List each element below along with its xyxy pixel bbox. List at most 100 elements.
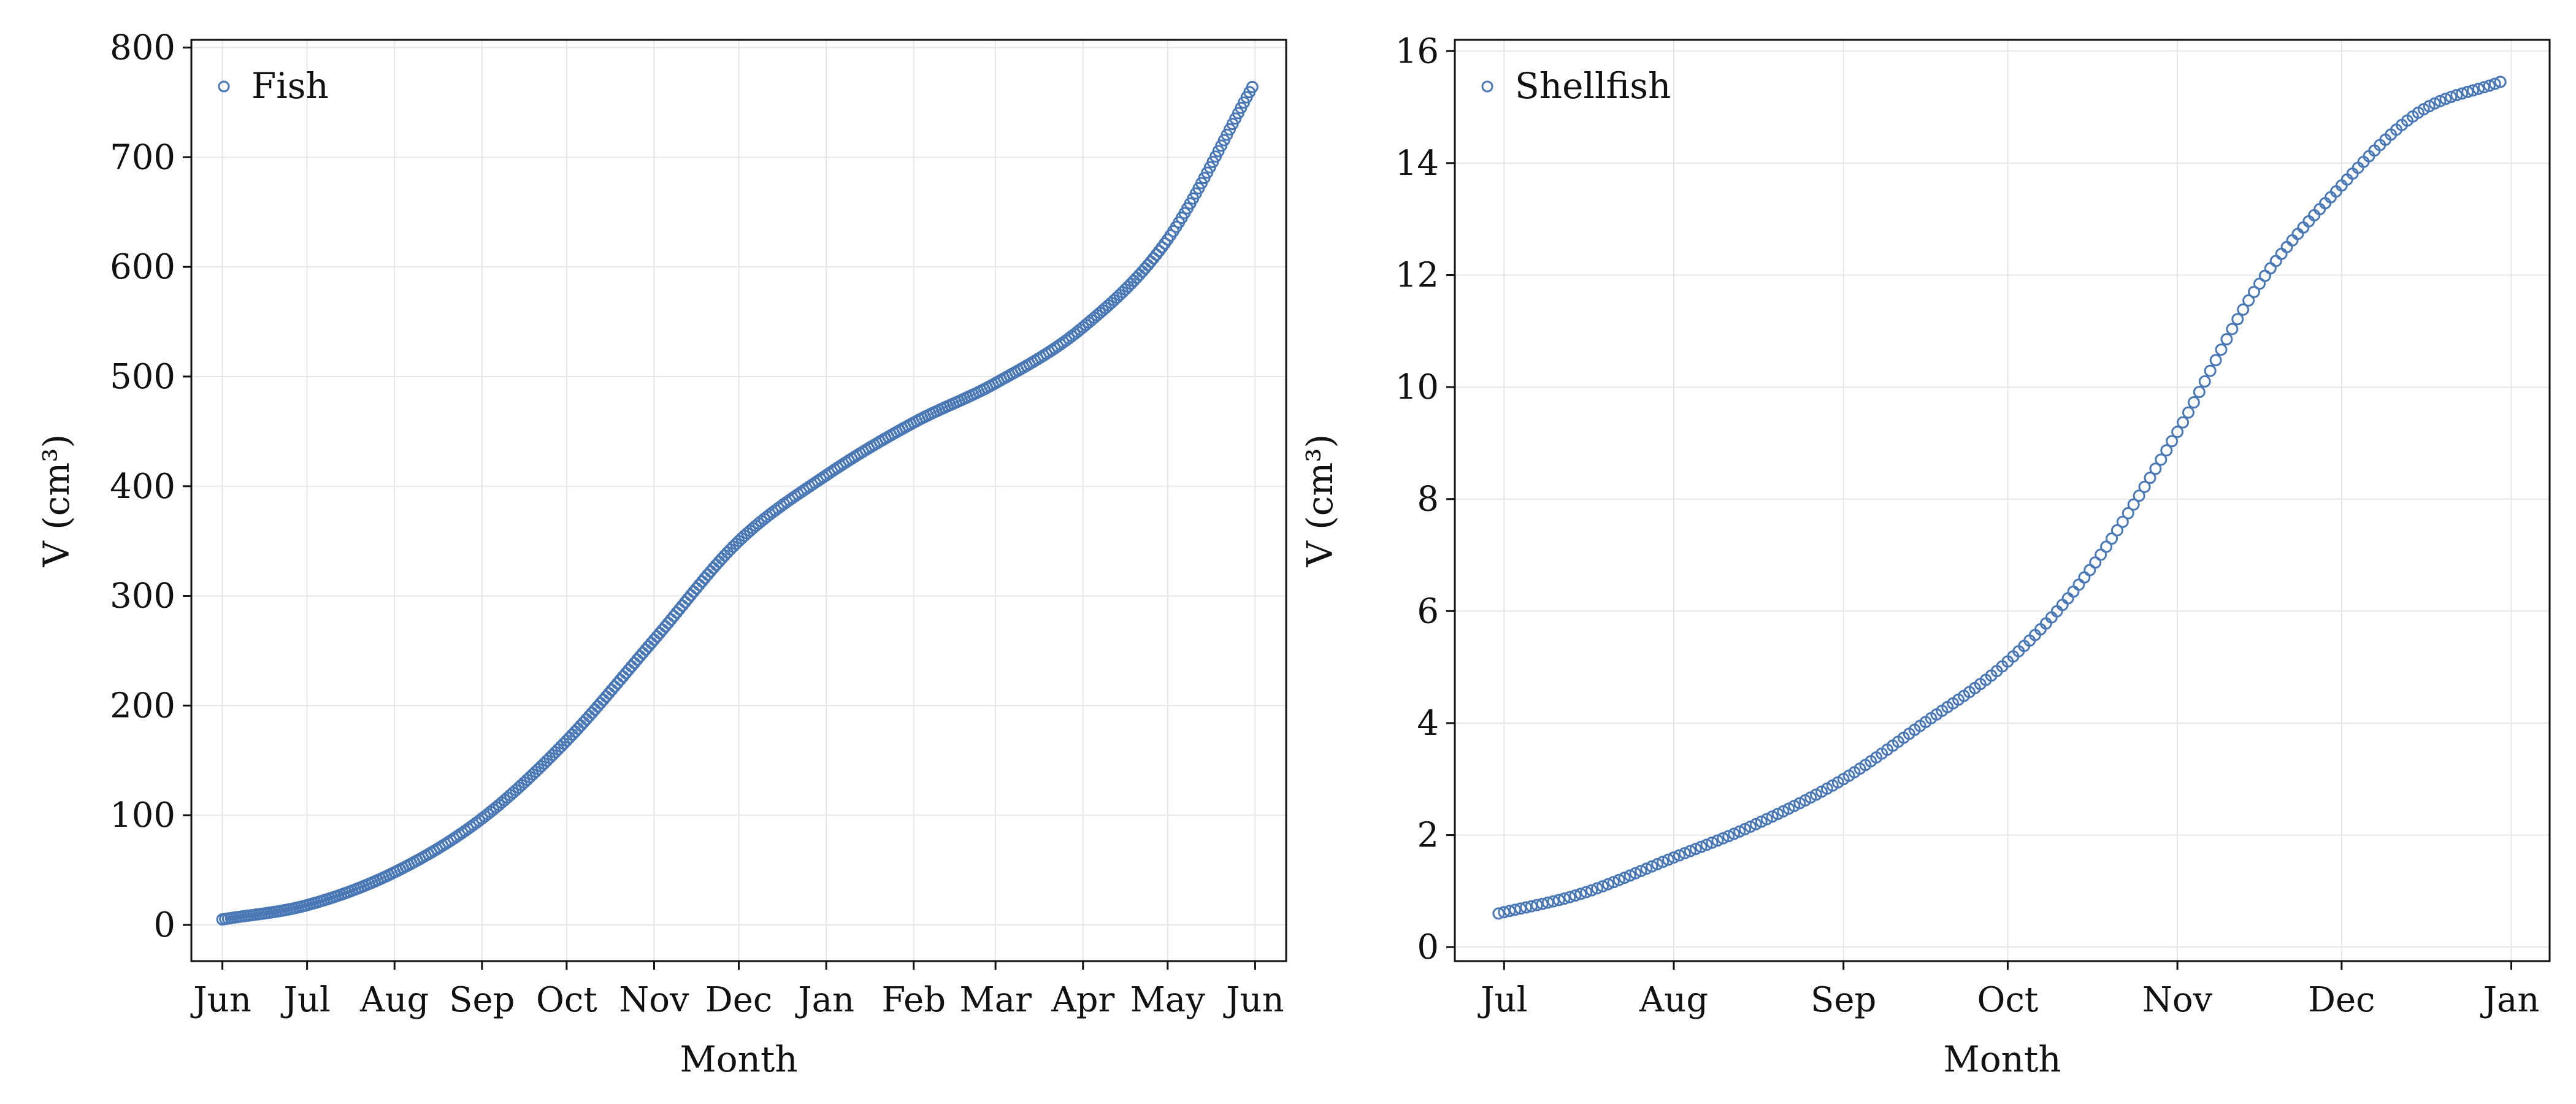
y-tick-label: 8	[1417, 480, 1439, 519]
y-tick-label: 400	[110, 467, 175, 507]
x-tick-label: Jan	[2480, 980, 2540, 1020]
data-point	[580, 713, 593, 726]
marker-layer	[1492, 75, 2507, 920]
data-point	[1607, 876, 1620, 889]
data-point	[1612, 873, 1625, 886]
data-point	[1569, 889, 1582, 902]
y-tick-label: 200	[110, 686, 175, 726]
data-point	[1563, 891, 1576, 903]
y-tick-label: 4	[1417, 703, 1439, 743]
data-point	[577, 716, 590, 729]
data-point	[2127, 498, 2140, 511]
data-point	[2242, 294, 2255, 307]
data-point	[1547, 895, 1560, 908]
x-tick-label: May	[1130, 980, 1206, 1020]
x-ticks: Jul Aug Sep Oct Nov Dec Jan	[1478, 961, 2539, 1020]
y-tick-label: 2	[1417, 816, 1439, 856]
data-point	[574, 719, 587, 732]
data-point	[1640, 862, 1653, 875]
data-point	[2204, 364, 2217, 377]
y-tick-label: 800	[110, 28, 175, 68]
y-tick-label: 100	[110, 795, 175, 835]
data-point	[2106, 532, 2118, 545]
data-point	[2472, 82, 2485, 95]
data-point	[2122, 507, 2134, 519]
data-point	[1717, 832, 1730, 845]
x-tick-label: Nov	[2142, 980, 2213, 1020]
data-point	[1536, 897, 1549, 910]
data-point	[2231, 313, 2244, 326]
data-point	[1733, 825, 1746, 838]
data-point	[1246, 80, 1259, 93]
data-point	[1700, 838, 1713, 851]
data-point	[2116, 515, 2129, 528]
x-tick-label: Jul	[280, 980, 330, 1020]
y-tick-label: 500	[110, 357, 175, 397]
y-axis-label: V (cm³)	[36, 434, 77, 567]
x-tick-label: Apr	[1051, 980, 1114, 1020]
y-tick-label: 6	[1417, 591, 1439, 631]
data-point	[1136, 265, 1149, 278]
x-tick-label: Aug	[1639, 980, 1708, 1020]
plot-frame	[1454, 39, 2551, 962]
data-point	[2280, 240, 2293, 253]
y-tick-label: 300	[110, 577, 175, 616]
data-point	[713, 555, 726, 568]
data-point	[2133, 489, 2145, 502]
data-point	[2488, 77, 2501, 90]
data-point	[1520, 901, 1533, 914]
y-tick-label: 16	[1395, 31, 1439, 71]
data-point	[2138, 480, 2151, 493]
data-point	[1695, 840, 1708, 853]
data-point	[1133, 268, 1146, 281]
y-tick-label: 0	[1417, 927, 1439, 967]
data-point	[1623, 869, 1636, 882]
data-point	[1530, 899, 1543, 911]
data-point	[1673, 849, 1685, 862]
data-point	[1492, 907, 1505, 920]
data-point	[2264, 262, 2277, 275]
data-point	[586, 707, 599, 719]
y-tick-label: 0	[153, 905, 175, 945]
grid-layer	[1455, 40, 2550, 961]
data-point	[2483, 79, 2496, 92]
data-point	[2248, 285, 2261, 298]
data-point	[1668, 851, 1680, 864]
data-point	[2149, 462, 2162, 475]
data-point	[710, 559, 723, 572]
data-point	[1585, 884, 1598, 897]
data-point	[2193, 386, 2206, 399]
data-point	[2237, 303, 2250, 316]
x-tick-label: Dec	[2308, 980, 2375, 1020]
x-ticks: Jun Jul Aug Sep Oct Nov Dec Jan Feb Mar Apr May Jun	[190, 961, 1284, 1020]
data-point	[2456, 87, 2469, 100]
chart-panel-fish: 0 100 200 300 400 500 600 700 800 Jun Jul Aug Sep Oc…	[36, 28, 1287, 1080]
data-point	[2275, 247, 2288, 260]
data-point	[2067, 585, 2080, 598]
x-tick-label: Jun	[190, 980, 251, 1020]
data-point	[583, 710, 596, 723]
data-point	[1596, 880, 1609, 893]
data-point	[2467, 84, 2480, 97]
x-axis-label: Month	[680, 1038, 797, 1080]
data-point	[1684, 845, 1696, 857]
chart-panel-shellfish: 0 2 4 6 8 10 12 14 16 Jul Aug Sep Oct Nov Dec Jan Mont…	[1299, 31, 2551, 1080]
x-tick-label: Sep	[449, 980, 515, 1020]
data-point	[1689, 843, 1702, 856]
legend-label: Shellfish	[1515, 65, 1671, 107]
data-point	[2155, 453, 2168, 466]
legend-marker-icon	[218, 80, 230, 93]
x-tick-label: Feb	[881, 980, 946, 1020]
legend: Shellfish	[1481, 65, 1671, 107]
x-tick-label: Aug	[359, 980, 429, 1020]
data-point	[2061, 592, 2074, 605]
y-ticks: 0 2 4 6 8 10 12 14 16	[1395, 31, 1455, 967]
data-point	[1635, 865, 1647, 878]
data-point	[2286, 234, 2299, 247]
x-tick-label: Jul	[1478, 980, 1527, 1020]
data-point	[2209, 354, 2222, 367]
data-point	[1601, 878, 1614, 891]
x-tick-label: Jun	[1223, 980, 1284, 1020]
x-tick-label: Mar	[959, 980, 1032, 1020]
